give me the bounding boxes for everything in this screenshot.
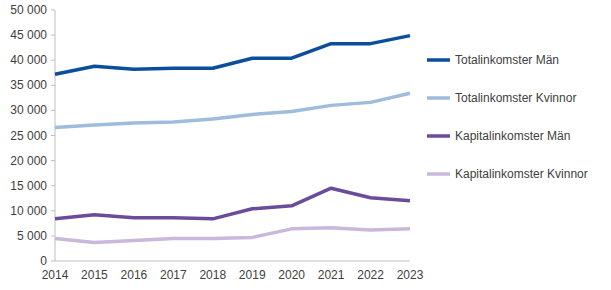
x-tick-label: 2015	[81, 268, 108, 282]
x-tick-label: 2017	[160, 268, 187, 282]
y-tick	[51, 160, 55, 161]
y-tick	[51, 60, 55, 61]
series-line	[55, 188, 410, 219]
x-tick-label: 2021	[318, 268, 345, 282]
y-axis	[55, 10, 56, 261]
y-tick-label: 5 000	[17, 229, 47, 243]
legend-swatch	[427, 134, 450, 138]
y-tick	[51, 85, 55, 86]
series-line	[55, 228, 410, 243]
legend-label: Kapitalinkomster Kvinnor	[455, 167, 588, 181]
x-axis	[55, 261, 410, 262]
x-tick-label: 2020	[278, 268, 305, 282]
x-tick-label: 2016	[121, 268, 148, 282]
y-tick-label: 10 000	[10, 204, 47, 218]
x-tick-label: 2019	[239, 268, 266, 282]
legend-label: Totalinkomster Män	[455, 53, 559, 67]
chart-svg: 0 5 000 10 000 15 000 20 000 25 000 30 000 35 0…	[0, 0, 611, 290]
x-tick-label: 2014	[42, 268, 69, 282]
legend-swatch	[427, 58, 450, 62]
x-tick-label: 2023	[397, 268, 424, 282]
y-tick-label: 15 000	[10, 179, 47, 193]
y-tick	[51, 10, 55, 11]
y-tick-label: 20 000	[10, 154, 47, 168]
plot-area	[55, 36, 410, 243]
y-tick-label: 45 000	[10, 28, 47, 42]
y-tick	[51, 261, 55, 262]
chart-container: 0 5 000 10 000 15 000 20 000 25 000 30 000 35 0…	[0, 0, 611, 290]
y-tick-label: 35 000	[10, 78, 47, 92]
y-tick	[51, 35, 55, 36]
y-tick	[51, 235, 55, 236]
x-tick-label: 2018	[199, 268, 226, 282]
series-line	[55, 93, 410, 127]
y-tick	[51, 110, 55, 111]
y-tick-label: 0	[40, 254, 47, 268]
legend-swatch	[427, 172, 450, 176]
legend-label: Kapitalinkomster Män	[455, 129, 570, 143]
series-line	[55, 36, 410, 75]
y-tick-label: 40 000	[10, 53, 47, 67]
x-tick-label: 2022	[357, 268, 384, 282]
legend-label: Totalinkomster Kvinnor	[455, 91, 576, 105]
y-tick	[51, 185, 55, 186]
y-tick	[51, 210, 55, 211]
y-tick	[51, 135, 55, 136]
y-tick-label: 50 000	[10, 3, 47, 17]
y-tick-label: 25 000	[10, 129, 47, 143]
y-tick-label: 30 000	[10, 103, 47, 117]
legend-swatch	[427, 96, 450, 100]
